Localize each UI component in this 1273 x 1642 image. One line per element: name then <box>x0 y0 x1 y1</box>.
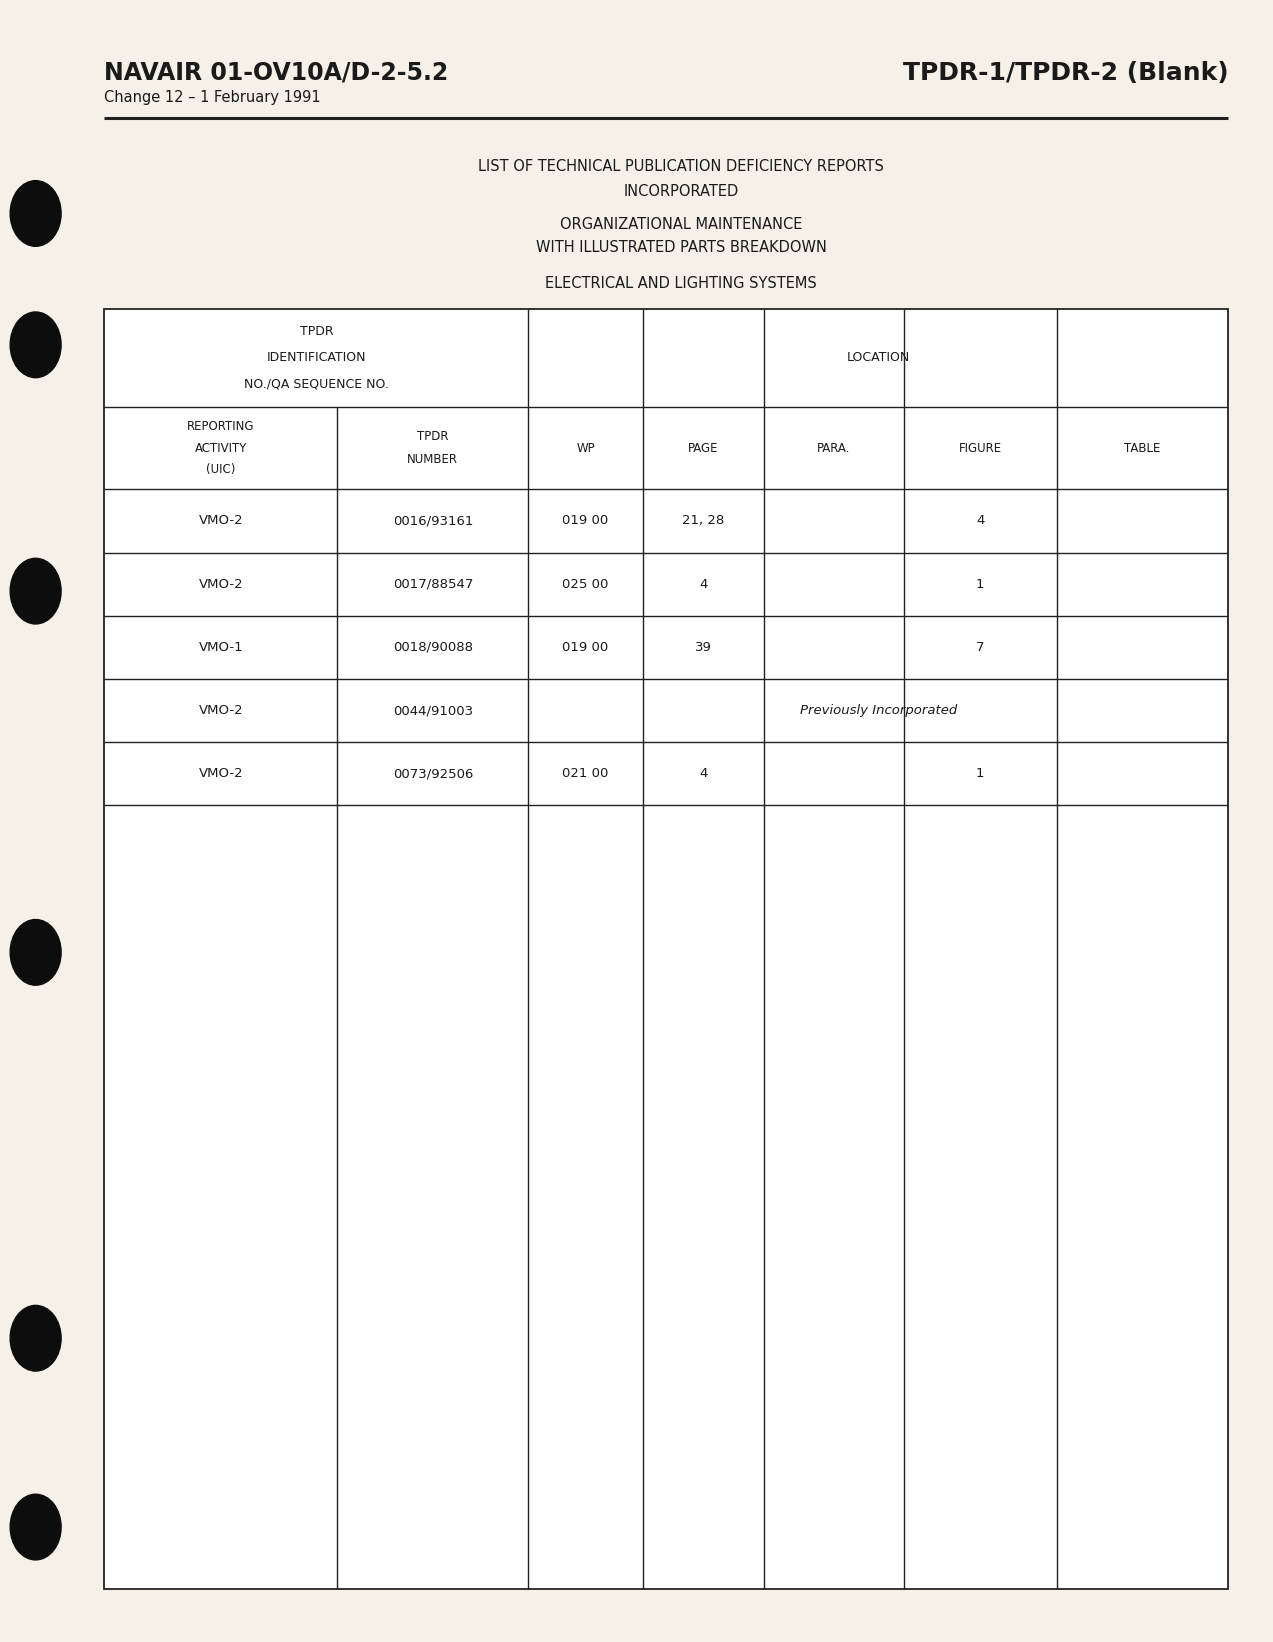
Text: 7: 7 <box>976 640 984 654</box>
Text: PAGE: PAGE <box>689 442 718 455</box>
Text: 025 00: 025 00 <box>563 578 608 591</box>
Text: WP: WP <box>577 442 594 455</box>
Text: ELECTRICAL AND LIGHTING SYSTEMS: ELECTRICAL AND LIGHTING SYSTEMS <box>545 276 817 291</box>
Text: LOCATION: LOCATION <box>847 351 910 365</box>
Text: IDENTIFICATION: IDENTIFICATION <box>266 351 367 365</box>
Text: INCORPORATED: INCORPORATED <box>624 184 738 199</box>
Text: 39: 39 <box>695 640 712 654</box>
Text: FIGURE: FIGURE <box>959 442 1002 455</box>
Text: Previously Incorporated: Previously Incorporated <box>799 704 957 718</box>
Text: Change 12 – 1 February 1991: Change 12 – 1 February 1991 <box>104 90 321 105</box>
Circle shape <box>10 181 61 246</box>
Text: REPORTING: REPORTING <box>187 420 255 433</box>
Text: 019 00: 019 00 <box>563 514 608 527</box>
Text: TPDR: TPDR <box>299 325 334 338</box>
Text: 1: 1 <box>976 767 984 780</box>
Text: ACTIVITY: ACTIVITY <box>195 442 247 455</box>
Text: 4: 4 <box>976 514 984 527</box>
Text: 021 00: 021 00 <box>563 767 608 780</box>
Text: TPDR: TPDR <box>418 430 448 443</box>
Text: VMO-2: VMO-2 <box>199 578 243 591</box>
Text: 0016/93161: 0016/93161 <box>392 514 474 527</box>
Text: VMO-2: VMO-2 <box>199 767 243 780</box>
Text: NUMBER: NUMBER <box>407 453 458 466</box>
Bar <box>104 309 1228 1589</box>
Circle shape <box>10 1494 61 1560</box>
Circle shape <box>10 1305 61 1371</box>
Text: 0017/88547: 0017/88547 <box>392 578 474 591</box>
Circle shape <box>10 920 61 985</box>
Text: VMO-1: VMO-1 <box>199 640 243 654</box>
Text: TABLE: TABLE <box>1124 442 1161 455</box>
Text: 21, 28: 21, 28 <box>682 514 724 527</box>
Text: 019 00: 019 00 <box>563 640 608 654</box>
Text: NO./QA SEQUENCE NO.: NO./QA SEQUENCE NO. <box>244 378 388 391</box>
Circle shape <box>10 312 61 378</box>
Text: 0018/90088: 0018/90088 <box>393 640 472 654</box>
Text: NAVAIR 01-OV10A/D-2-5.2: NAVAIR 01-OV10A/D-2-5.2 <box>104 61 448 85</box>
Text: WITH ILLUSTRATED PARTS BREAKDOWN: WITH ILLUSTRATED PARTS BREAKDOWN <box>536 240 826 255</box>
Text: (UIC): (UIC) <box>206 463 236 476</box>
Text: VMO-2: VMO-2 <box>199 514 243 527</box>
Text: 0044/91003: 0044/91003 <box>393 704 472 718</box>
Text: 1: 1 <box>976 578 984 591</box>
Text: 4: 4 <box>699 767 708 780</box>
Text: PARA.: PARA. <box>817 442 850 455</box>
Circle shape <box>10 558 61 624</box>
Text: 4: 4 <box>699 578 708 591</box>
Text: 0073/92506: 0073/92506 <box>392 767 474 780</box>
Text: LIST OF TECHNICAL PUBLICATION DEFICIENCY REPORTS: LIST OF TECHNICAL PUBLICATION DEFICIENCY… <box>479 159 883 174</box>
Text: VMO-2: VMO-2 <box>199 704 243 718</box>
Text: TPDR-1/TPDR-2 (Blank): TPDR-1/TPDR-2 (Blank) <box>903 61 1228 85</box>
Text: ORGANIZATIONAL MAINTENANCE: ORGANIZATIONAL MAINTENANCE <box>560 217 802 232</box>
